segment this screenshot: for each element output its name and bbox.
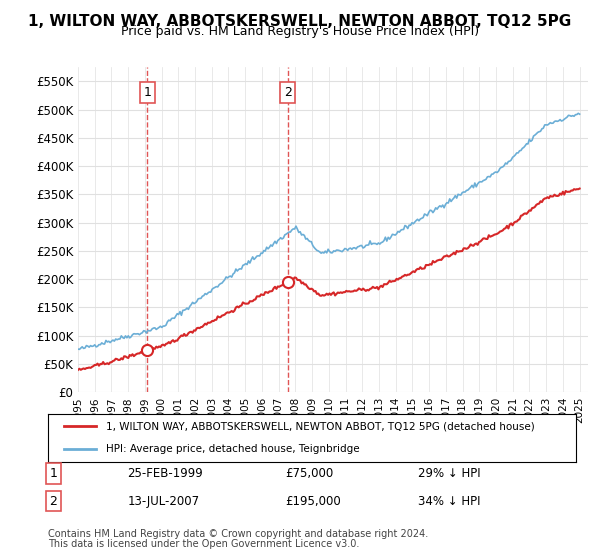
Text: 1, WILTON WAY, ABBOTSKERSWELL, NEWTON ABBOT, TQ12 5PG: 1, WILTON WAY, ABBOTSKERSWELL, NEWTON AB… (28, 14, 572, 29)
Text: 2: 2 (284, 86, 292, 99)
Text: £195,000: £195,000 (286, 494, 341, 507)
Text: HPI: Average price, detached house, Teignbridge: HPI: Average price, detached house, Teig… (106, 444, 360, 454)
Text: 1: 1 (143, 86, 151, 99)
Text: £75,000: £75,000 (286, 467, 334, 480)
Text: 13-JUL-2007: 13-JUL-2007 (127, 494, 199, 507)
Text: 1: 1 (49, 467, 57, 480)
Text: 25-FEB-1999: 25-FEB-1999 (127, 467, 203, 480)
Text: Contains HM Land Registry data © Crown copyright and database right 2024.: Contains HM Land Registry data © Crown c… (48, 529, 428, 539)
Text: This data is licensed under the Open Government Licence v3.0.: This data is licensed under the Open Gov… (48, 539, 359, 549)
Text: Price paid vs. HM Land Registry's House Price Index (HPI): Price paid vs. HM Land Registry's House … (121, 25, 479, 38)
Text: 1, WILTON WAY, ABBOTSKERSWELL, NEWTON ABBOT, TQ12 5PG (detached house): 1, WILTON WAY, ABBOTSKERSWELL, NEWTON AB… (106, 421, 535, 431)
Text: 34% ↓ HPI: 34% ↓ HPI (418, 494, 480, 507)
Text: 2: 2 (49, 494, 57, 507)
Text: 29% ↓ HPI: 29% ↓ HPI (418, 467, 480, 480)
